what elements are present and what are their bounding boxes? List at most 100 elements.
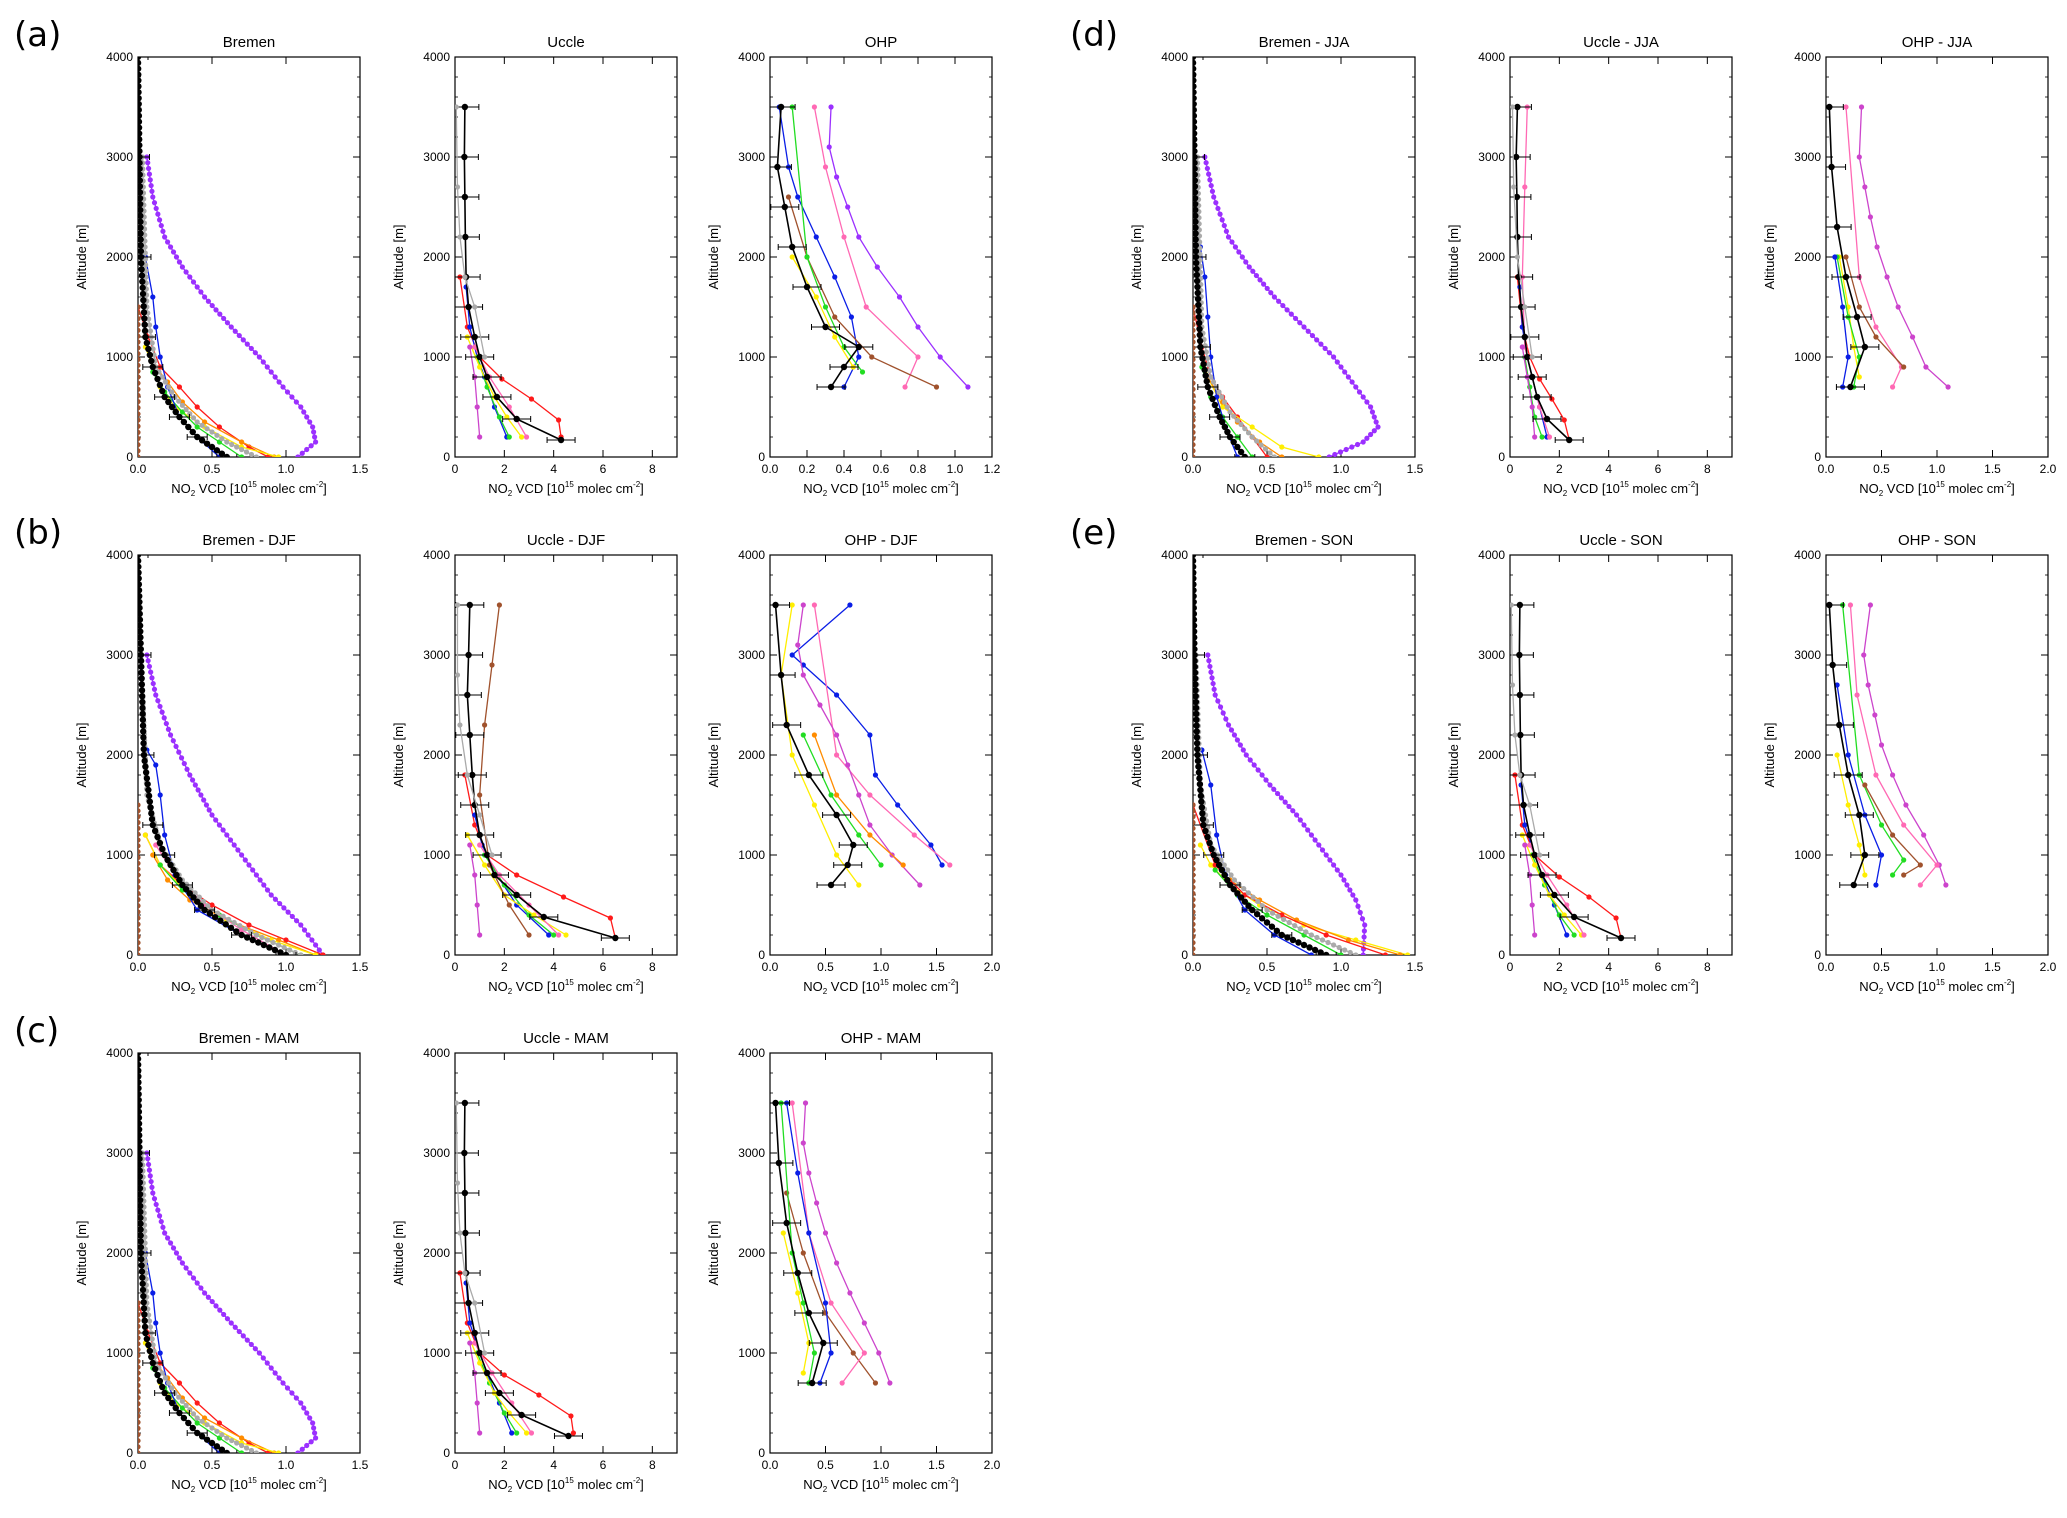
chart-8-y-tick-label: 4000 bbox=[423, 1046, 450, 1060]
chart-4-series-purple-point bbox=[272, 896, 279, 902]
chart-11-series-grey-point bbox=[1522, 304, 1528, 310]
chart-13-x-tick-label: 0.5 bbox=[1259, 960, 1276, 974]
chart-7-series-purple-point bbox=[145, 1161, 152, 1168]
chart-13-series-purple-point bbox=[1211, 686, 1217, 692]
chart-8-series-grey-point bbox=[482, 1350, 488, 1356]
chart-13-series-purple-point bbox=[1240, 747, 1246, 753]
chart-13-series-purple-point bbox=[1206, 658, 1212, 664]
chart-1-series-purple-point bbox=[153, 205, 159, 212]
chart-2-series-pink-point bbox=[472, 344, 478, 350]
chart-2-series-grey-point bbox=[462, 274, 468, 280]
chart-10-series-green-point bbox=[1249, 454, 1255, 457]
chart-1-series-purple-point bbox=[190, 279, 197, 285]
chart-4-series-brown-point bbox=[138, 909, 141, 915]
chart-1-series-black-point bbox=[203, 440, 211, 447]
chart-8-series-grey-point bbox=[472, 1300, 478, 1306]
chart-1-series-purple-point bbox=[298, 404, 304, 410]
chart-5-series-grey-point bbox=[457, 722, 463, 728]
chart-5-series-brown-point bbox=[506, 902, 512, 908]
chart-12-series-violet-point bbox=[1884, 274, 1890, 280]
chart-1-series-purple-point bbox=[156, 217, 163, 223]
chart-4-series-black-point bbox=[138, 640, 144, 647]
chart-7-series-purple-point bbox=[295, 1450, 301, 1453]
chart-13-series-grey-point bbox=[1303, 929, 1309, 935]
chart-13-series-purple-point bbox=[1278, 795, 1284, 801]
chart-2-series-grey-line bbox=[455, 106, 486, 358]
chart-7-series-purple-point bbox=[312, 1430, 318, 1436]
chart-3-series-purple-point bbox=[965, 384, 971, 390]
chart-10-series-brown-point bbox=[1193, 435, 1196, 442]
chart-13-series-purple-point bbox=[1334, 867, 1340, 873]
chart-4-series-black-point bbox=[176, 876, 183, 884]
chart-10-series-purple-point bbox=[1203, 160, 1209, 166]
chart-14-series-violet-point bbox=[1532, 932, 1538, 938]
chart-1-series-purple-point bbox=[264, 364, 270, 370]
chart-15-series-yellow-point bbox=[1845, 802, 1851, 808]
chart-6-series-black-line bbox=[774, 604, 855, 886]
chart-10-series-black-point bbox=[1194, 283, 1201, 291]
chart-4-series-red-line bbox=[144, 834, 324, 955]
chart-10-x-tick-label: 0.0 bbox=[1185, 462, 1202, 476]
chart-5-series-red-point bbox=[472, 822, 478, 828]
chart-8-y-tick-label: 1000 bbox=[423, 1346, 450, 1360]
chart-13-series-blue-point bbox=[1308, 952, 1314, 955]
chart-4-series-purple-point bbox=[301, 927, 308, 933]
chart-2-y-tick-label: 3000 bbox=[423, 150, 450, 164]
chart-13-series-black-point bbox=[1193, 663, 1199, 670]
chart-10-series-brown-point bbox=[1193, 399, 1196, 405]
chart-1-series-purple-line bbox=[146, 156, 317, 457]
chart-10-series-grey-point bbox=[1245, 430, 1252, 436]
chart-8-series-blue-point bbox=[467, 1320, 473, 1326]
chart-3-series-pink-point bbox=[822, 164, 829, 170]
chart-7-series-brown-point bbox=[138, 1425, 141, 1431]
chart-13-series-blue-point bbox=[1208, 782, 1214, 788]
chart-13-series-black-point bbox=[1193, 640, 1198, 647]
chart-15-series-violet-line bbox=[1863, 604, 1947, 886]
chart-4-series-black-point bbox=[140, 734, 147, 741]
chart-10-x-tick-label: 1.5 bbox=[1407, 462, 1424, 476]
chart-4-series-blue-point bbox=[162, 832, 168, 838]
chart-3-series-brown-point bbox=[933, 384, 940, 390]
chart-1-series-black-point bbox=[145, 345, 152, 353]
chart-14-series-red-point bbox=[1586, 894, 1592, 900]
chart-13-series-grey-point bbox=[1331, 942, 1337, 948]
chart-1-series-purple-point bbox=[158, 222, 164, 229]
chart-10-series-purple-point bbox=[1364, 399, 1370, 405]
chart-1-series-purple-point bbox=[244, 341, 250, 347]
chart-13-series-purple-point bbox=[1316, 842, 1322, 848]
chart-6-series-pink-point bbox=[867, 792, 873, 798]
chart-10-series-black-point bbox=[1193, 71, 1197, 78]
chart-1-series-purple-point bbox=[240, 337, 246, 343]
chart-14-series-blue-point bbox=[1564, 932, 1570, 938]
chart-1-series-purple-point bbox=[312, 434, 318, 440]
chart-15-series-pink-point bbox=[1917, 882, 1923, 888]
chart-13-series-black-point bbox=[1193, 569, 1197, 576]
chart-13-series-black-point bbox=[1193, 575, 1197, 582]
chart-1-series-black-point bbox=[138, 177, 144, 184]
chart-13-series-black-point bbox=[1300, 941, 1308, 949]
chart-7-series-black-point bbox=[138, 1238, 144, 1245]
chart-13-series-purple-point bbox=[1210, 680, 1216, 687]
chart-3-series-purple-point bbox=[937, 354, 943, 360]
chart-10-series-purple-point bbox=[1305, 328, 1311, 334]
chart-13-series-purple-point bbox=[1207, 663, 1213, 670]
chart-5-series-grey-point bbox=[489, 852, 495, 858]
chart-4-series-black-point bbox=[146, 798, 154, 805]
chart-4-series-black-point bbox=[140, 745, 147, 753]
chart-4-x-tick-label: 1.0 bbox=[278, 960, 295, 974]
chart-10-series-brown-point bbox=[1193, 380, 1196, 386]
chart-15-y-tick-label: 0 bbox=[1814, 948, 1821, 962]
chart-12-y-axis-label: Altitude [m] bbox=[1762, 224, 1777, 289]
chart-1-series-brown-point bbox=[138, 386, 141, 392]
chart-13-series-grey-point bbox=[1281, 916, 1287, 922]
chart-5-series-pink-point bbox=[477, 842, 483, 848]
chart-4-series-brown-point bbox=[138, 878, 141, 884]
chart-6-series-green-point bbox=[878, 862, 884, 868]
chart-7-series-black-point bbox=[138, 1196, 144, 1204]
chart-7-series-black-point bbox=[168, 1399, 176, 1407]
chart-4-series-brown-point bbox=[138, 927, 141, 933]
chart-7-series-grey-point bbox=[142, 1252, 149, 1258]
chart-7-series-brown-point bbox=[138, 1312, 141, 1318]
chart-12-x-axis-label: NO2 VCD [1015 molec cm-2] bbox=[1859, 480, 2015, 498]
chart-7-series-brown-point bbox=[138, 1376, 141, 1382]
